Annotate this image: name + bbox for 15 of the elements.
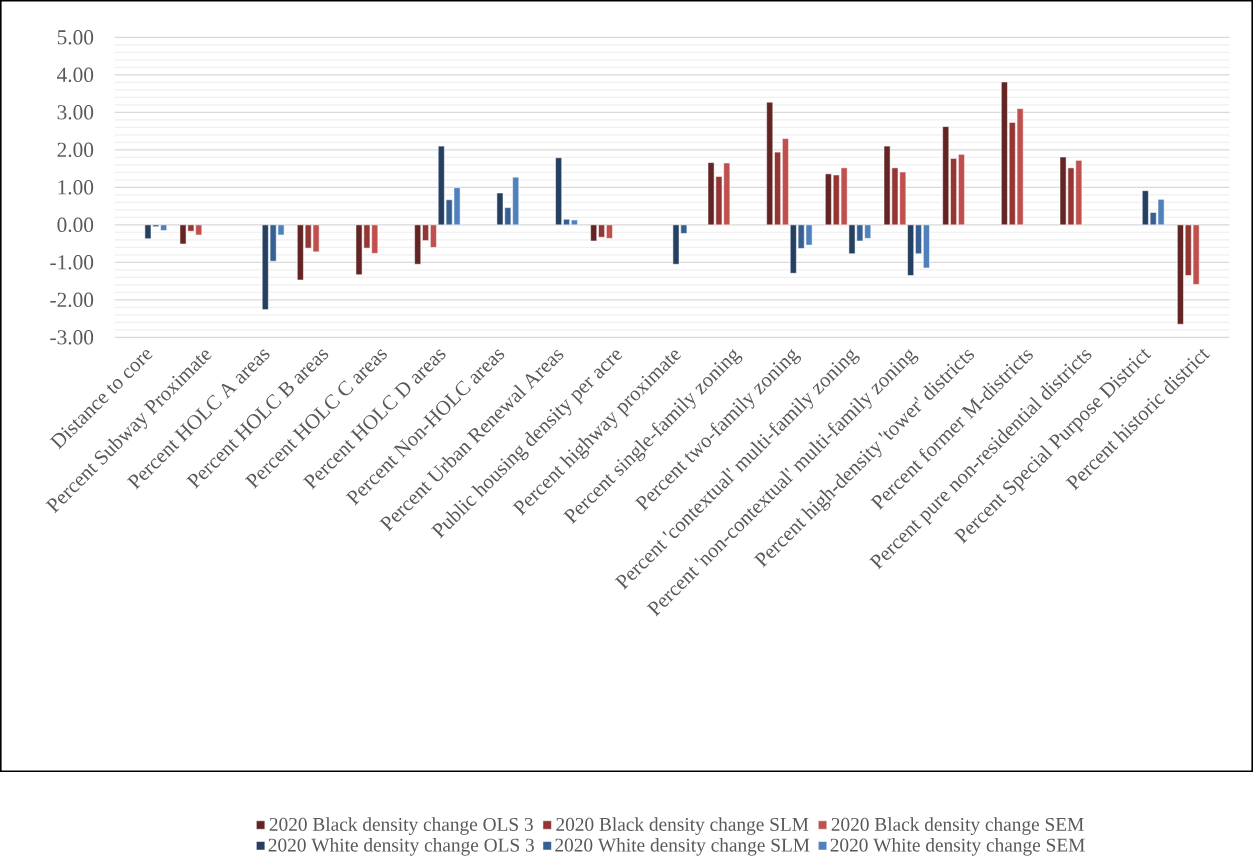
y-tick-label: 4.00: [57, 67, 94, 83]
y-tick-label: 3.00: [57, 105, 94, 120]
legend-label: 2020 White density change OLS 3: [268, 838, 534, 856]
legend-label: 2020 White density change SEM: [830, 838, 1085, 856]
legend-label: 2020 Black density change SEM: [831, 817, 1084, 835]
y-tick-label: -1.00: [50, 255, 94, 270]
y-tick-label: -3.00: [50, 330, 94, 345]
legend-label: 2020 White density change SLM: [555, 838, 810, 856]
legend-label: 2020 Black density change SLM: [556, 817, 809, 835]
y-tick-label: -2.00: [50, 292, 94, 308]
y-tick-label: 5.00: [57, 30, 94, 45]
legend-label: 2020 Black density change OLS 3: [269, 817, 533, 835]
y-tick-label: 2.00: [57, 142, 94, 158]
y-tick-label: 0.00: [57, 217, 94, 233]
y-tick-label: 1.00: [58, 180, 94, 195]
